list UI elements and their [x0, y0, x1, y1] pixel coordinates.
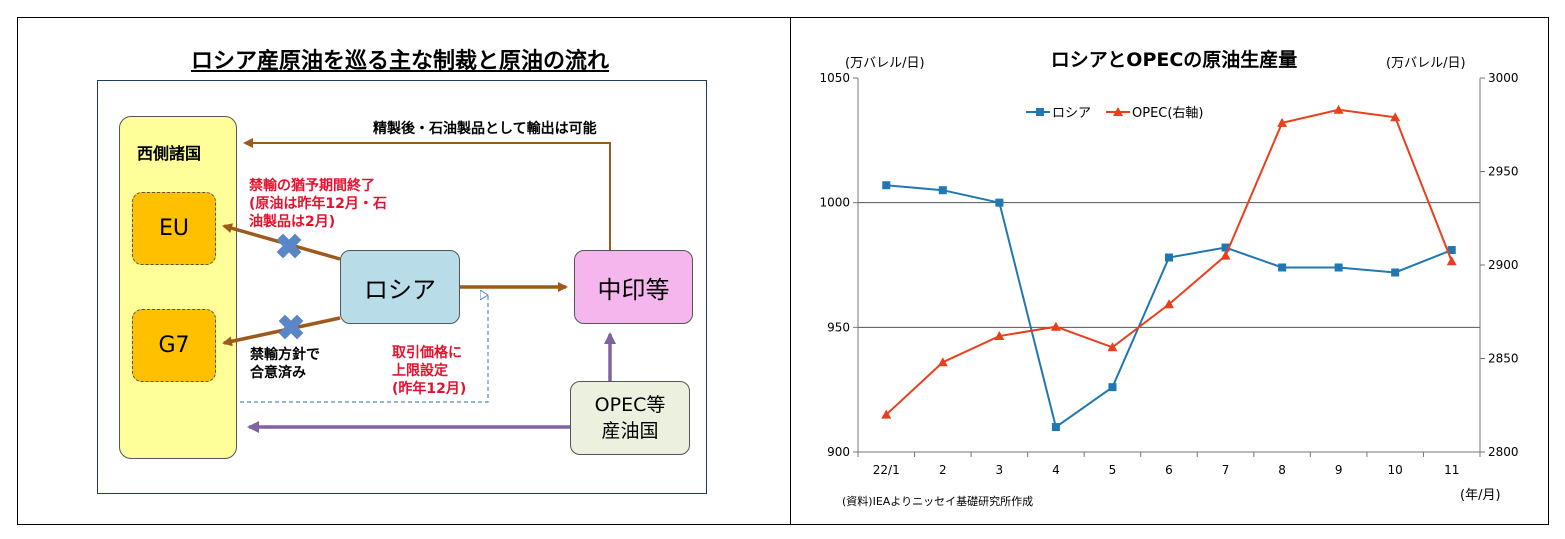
diagram-arrows: [222, 138, 616, 433]
x-tick-label: 11: [1444, 463, 1459, 477]
diagram-frame: [97, 80, 707, 494]
g7-note: 禁輸方針で 合意済み: [250, 346, 320, 382]
russia-point: [1334, 263, 1343, 272]
x-tick-label: 6: [1165, 463, 1173, 477]
eu-ban-cross-icon: [276, 233, 302, 259]
right-tick-label: 2900: [1488, 258, 1519, 272]
opec-point: [994, 331, 1005, 341]
russia-point: [1391, 268, 1400, 277]
right-axis-unit: (万バレル/日): [1386, 56, 1466, 71]
right-tick-label: 2800: [1488, 445, 1519, 459]
x-tick-label: 22/1: [873, 463, 900, 477]
russia-point: [882, 181, 891, 190]
west-countries-box: [119, 116, 237, 459]
opec-label-line2: 産油国: [601, 420, 659, 442]
eu-note-line1: 禁輸の猶予期間終了: [249, 178, 375, 194]
legend-russia-label: ロシア: [1052, 106, 1091, 121]
panel-divider: [790, 17, 791, 525]
west-countries-label: 西側諸国: [137, 144, 202, 163]
refined-note: 精製後・石油製品として輸出は可能: [373, 121, 597, 137]
refined-export-arrow: [243, 138, 611, 250]
g7-note-line2: 合意済み: [250, 365, 306, 381]
legend-russia-marker: [1036, 108, 1044, 116]
legend-opec-marker: [1113, 107, 1123, 116]
source-note: (資料)IEAよりニッセイ基礎研究所作成: [842, 495, 1034, 508]
x-tick-label: 10: [1388, 463, 1403, 477]
left-tick-label: 950: [827, 320, 850, 334]
x-tick-label: 8: [1278, 463, 1286, 477]
x-axis-unit: (年/月): [1460, 488, 1501, 503]
russia-point: [1447, 246, 1456, 255]
left-tick-label: 900: [827, 445, 850, 459]
outer-frame: [17, 17, 1549, 525]
russia-box: ロシア: [340, 250, 460, 324]
x-tick-label: 3: [996, 463, 1004, 477]
left-tick-label: 1050: [819, 71, 850, 85]
opec-point: [1220, 250, 1231, 260]
g7-ban-cross-icon: [278, 314, 304, 340]
right-tick-label: 2950: [1488, 165, 1519, 179]
chart-title: ロシアとOPECの原油生産量: [1050, 49, 1298, 71]
price-cap-dashed-arrow: [240, 295, 488, 403]
x-tick-label: 5: [1109, 463, 1117, 477]
opec-point: [937, 357, 948, 367]
russia-point: [1108, 383, 1117, 392]
opec-point: [881, 409, 892, 419]
price-cap-note-line2: 上限設定: [392, 363, 448, 379]
x-tick-label: 2: [939, 463, 947, 477]
price-cap-note-line3: (昨年12月): [392, 381, 467, 397]
eu-box: EU: [132, 192, 216, 265]
russia-point: [1278, 263, 1287, 272]
eu-note-line2: (原油は昨年12月・石: [249, 196, 387, 212]
legend-opec-label: OPEC(右軸): [1132, 106, 1204, 121]
right-tick-label: 3000: [1488, 71, 1519, 85]
opec-point: [1107, 342, 1118, 352]
x-tick-label: 4: [1052, 463, 1060, 477]
russia-point: [995, 198, 1004, 207]
opec-point: [1446, 256, 1457, 266]
eu-note-line3: 油製品は2月): [249, 214, 336, 230]
opec-point: [1164, 299, 1174, 309]
russia-point: [938, 186, 947, 195]
opec-point: [1390, 112, 1401, 122]
series-line-opec: [885, 108, 1453, 416]
eu-note: 禁輸の猶予期間終了 (原油は昨年12月・石 油製品は2月): [249, 177, 387, 231]
opec-label-line1: OPEC等: [594, 394, 666, 416]
opec-point: [1277, 117, 1288, 127]
price-cap-note-line1: 取引価格に: [392, 345, 462, 361]
russia-point: [1165, 253, 1173, 262]
x-tick-label: 7: [1222, 463, 1230, 477]
opec-point: [1050, 321, 1061, 331]
right-tick-label: 2850: [1488, 352, 1519, 366]
russia-point: [1221, 243, 1230, 252]
g7-note-line1: 禁輸方針で: [250, 347, 320, 363]
opec-point: [1333, 104, 1344, 114]
left-axis-unit: (万バレル/日): [845, 56, 925, 71]
g7-box: G7: [132, 309, 216, 382]
diagram-title: ロシア産原油を巡る主な制裁と原油の流れ: [190, 49, 609, 74]
x-tick-label: 9: [1335, 463, 1343, 477]
opec-box: OPEC等 産油国: [570, 381, 690, 455]
left-tick-label: 1000: [819, 196, 850, 210]
russia-point: [1051, 423, 1060, 432]
china-india-box: 中印等: [574, 250, 693, 324]
price-cap-note: 取引価格に 上限設定 (昨年12月): [392, 344, 466, 398]
